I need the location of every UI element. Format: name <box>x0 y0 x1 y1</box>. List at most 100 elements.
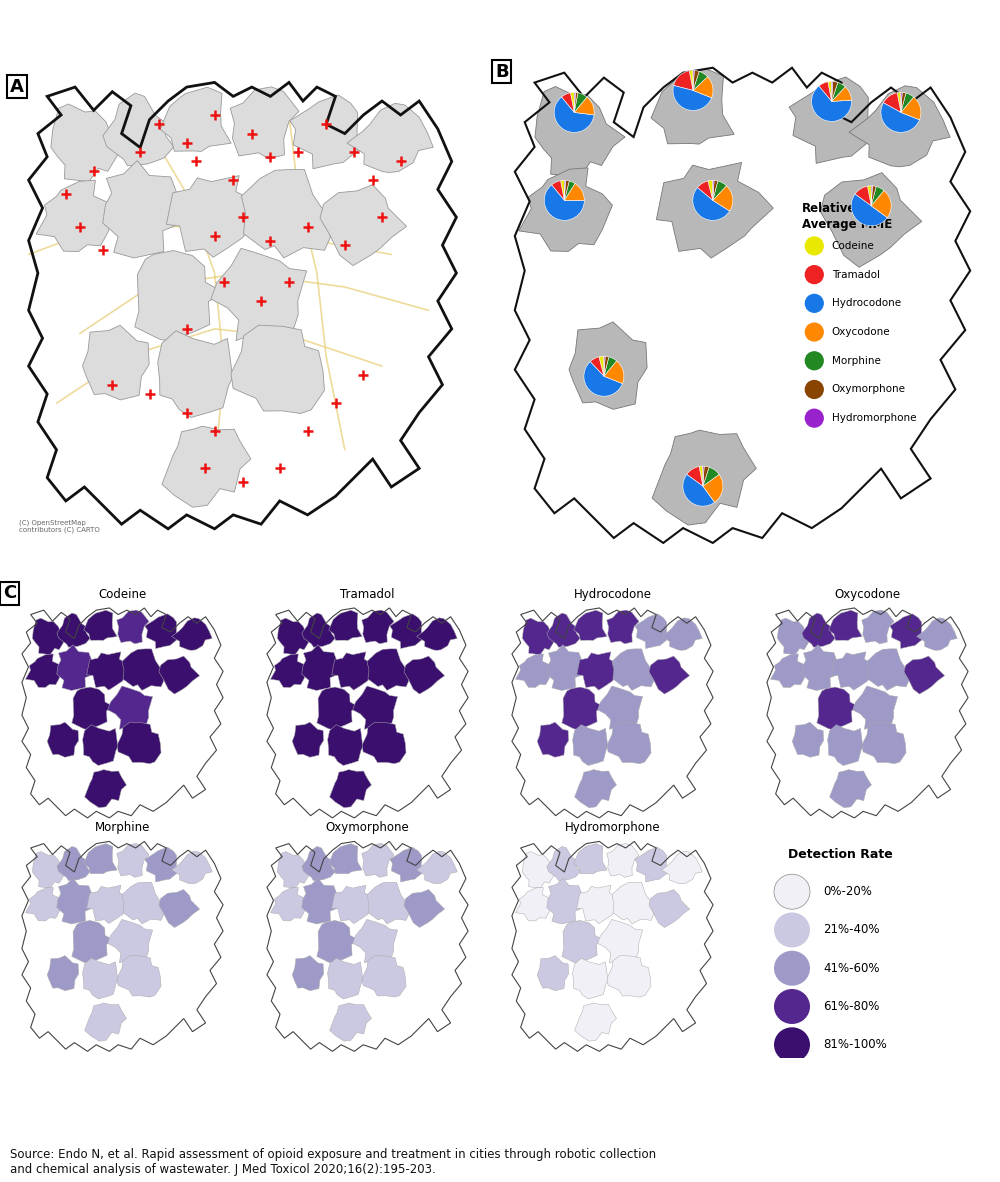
Polygon shape <box>575 769 616 807</box>
Wedge shape <box>871 190 891 217</box>
Polygon shape <box>317 921 359 963</box>
Polygon shape <box>117 844 149 877</box>
Wedge shape <box>584 362 622 396</box>
Polygon shape <box>867 649 909 690</box>
Polygon shape <box>649 656 690 694</box>
Wedge shape <box>693 188 730 220</box>
Circle shape <box>805 323 823 340</box>
Text: 61%-80%: 61%-80% <box>824 1000 880 1013</box>
Wedge shape <box>673 85 712 110</box>
Polygon shape <box>36 180 116 252</box>
Wedge shape <box>693 71 708 91</box>
Wedge shape <box>832 82 833 102</box>
Polygon shape <box>145 847 178 882</box>
Wedge shape <box>713 181 718 200</box>
Polygon shape <box>231 325 324 414</box>
Polygon shape <box>607 844 639 877</box>
Polygon shape <box>302 846 335 881</box>
Polygon shape <box>789 77 871 163</box>
Polygon shape <box>792 722 824 758</box>
Polygon shape <box>817 687 859 729</box>
Polygon shape <box>862 722 906 764</box>
Polygon shape <box>575 1004 616 1041</box>
Polygon shape <box>547 613 580 648</box>
Wedge shape <box>881 103 919 132</box>
Polygon shape <box>417 851 457 884</box>
Wedge shape <box>819 82 832 102</box>
Polygon shape <box>569 322 647 409</box>
Text: Oxycodone: Oxycodone <box>834 589 901 602</box>
Polygon shape <box>390 847 423 882</box>
Polygon shape <box>172 618 212 650</box>
Polygon shape <box>904 656 945 694</box>
Polygon shape <box>270 654 308 688</box>
Polygon shape <box>577 885 624 923</box>
Wedge shape <box>574 92 575 112</box>
Wedge shape <box>693 71 699 91</box>
Text: 21%-40%: 21%-40% <box>824 923 880 936</box>
Wedge shape <box>574 92 587 112</box>
Polygon shape <box>862 610 894 644</box>
Circle shape <box>774 989 810 1024</box>
Wedge shape <box>855 187 871 206</box>
Polygon shape <box>829 610 862 641</box>
Polygon shape <box>329 844 362 873</box>
Circle shape <box>805 381 823 398</box>
Wedge shape <box>901 93 914 112</box>
Polygon shape <box>849 86 950 167</box>
Wedge shape <box>604 361 624 384</box>
Polygon shape <box>537 722 569 758</box>
Polygon shape <box>87 651 134 690</box>
Polygon shape <box>159 890 200 928</box>
Circle shape <box>774 950 810 986</box>
Circle shape <box>805 409 823 427</box>
Polygon shape <box>329 610 362 641</box>
Wedge shape <box>883 92 901 112</box>
Polygon shape <box>522 851 559 888</box>
Polygon shape <box>292 955 324 991</box>
Polygon shape <box>330 1004 371 1041</box>
Polygon shape <box>211 248 307 343</box>
Wedge shape <box>693 71 694 91</box>
Polygon shape <box>84 844 117 873</box>
Polygon shape <box>522 618 559 655</box>
Text: A: A <box>10 78 24 96</box>
Polygon shape <box>47 955 79 991</box>
Wedge shape <box>590 357 604 376</box>
Polygon shape <box>404 656 445 694</box>
Wedge shape <box>708 181 713 200</box>
Wedge shape <box>699 466 703 486</box>
Polygon shape <box>82 325 149 400</box>
Text: Oxycodone: Oxycodone <box>832 327 890 337</box>
Polygon shape <box>277 851 314 888</box>
Polygon shape <box>367 649 409 690</box>
Polygon shape <box>320 184 407 266</box>
Polygon shape <box>574 610 607 641</box>
Polygon shape <box>241 169 330 258</box>
Text: Morphine: Morphine <box>95 821 150 834</box>
Polygon shape <box>72 921 114 963</box>
Polygon shape <box>830 769 871 807</box>
Polygon shape <box>117 610 149 644</box>
Polygon shape <box>598 920 643 963</box>
Polygon shape <box>51 104 128 182</box>
Polygon shape <box>362 722 406 764</box>
Polygon shape <box>158 331 233 417</box>
Polygon shape <box>802 613 835 648</box>
Polygon shape <box>574 844 607 873</box>
Polygon shape <box>166 176 266 258</box>
Wedge shape <box>687 467 703 486</box>
Text: (C) OpenStreetMap
contributors (C) CARTO: (C) OpenStreetMap contributors (C) CARTO <box>19 519 100 533</box>
Wedge shape <box>901 92 902 112</box>
Text: Codeine: Codeine <box>832 241 874 251</box>
Wedge shape <box>703 467 719 486</box>
Polygon shape <box>662 618 702 650</box>
Circle shape <box>774 1027 810 1063</box>
Wedge shape <box>604 356 605 376</box>
Wedge shape <box>851 194 887 226</box>
Wedge shape <box>897 92 901 112</box>
Polygon shape <box>573 725 608 766</box>
Polygon shape <box>662 851 702 884</box>
Wedge shape <box>561 181 564 200</box>
Polygon shape <box>317 687 359 729</box>
